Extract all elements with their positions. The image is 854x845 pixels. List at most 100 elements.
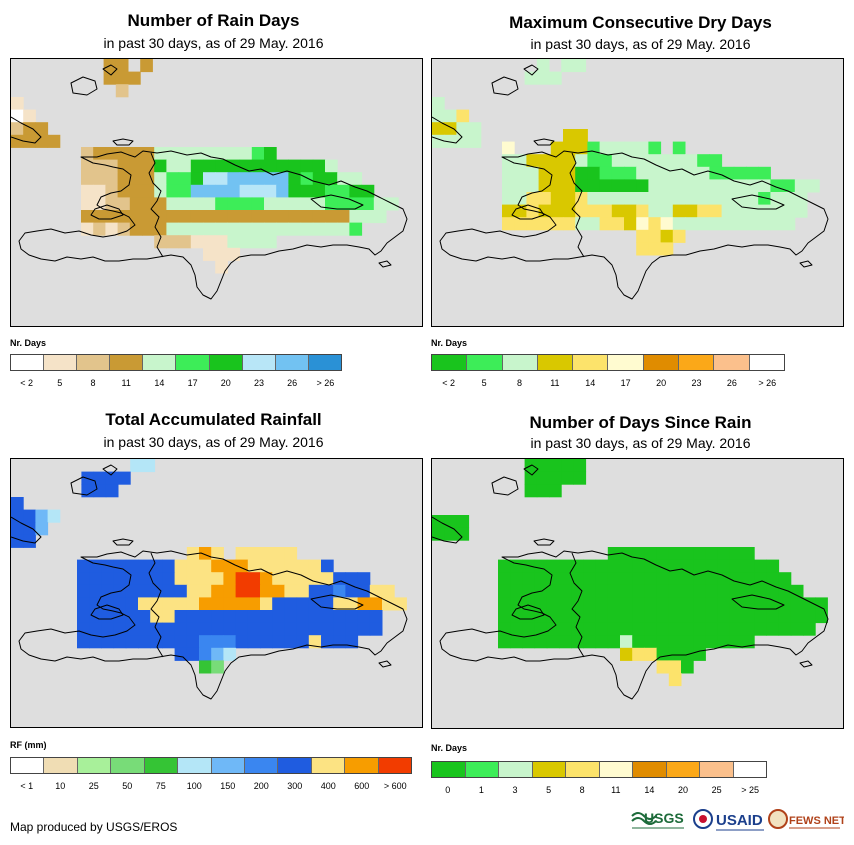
legend-swatch: [77, 758, 112, 773]
map-grid-cell: [624, 179, 637, 193]
legend-tick-label: 23: [691, 378, 702, 388]
map-grid-cell: [325, 210, 338, 224]
map-grid-cell: [770, 179, 784, 193]
map-grid-cell: [705, 597, 719, 611]
map-grid-cell: [215, 147, 228, 161]
map-grid-cell: [742, 610, 755, 624]
map-grid-cell: [166, 159, 180, 173]
map-grid-cell: [251, 159, 265, 173]
map-grid-cell: [166, 197, 180, 211]
map-grid-cell: [345, 622, 359, 636]
map-grid-cell: [636, 166, 649, 180]
map-rain-days: [10, 58, 423, 327]
map-grid-cell: [563, 129, 576, 143]
map-grid-cell: [705, 622, 719, 636]
map-grid-cell: [89, 572, 102, 586]
legend-color-bar: [10, 757, 412, 774]
legend-swatch: [345, 758, 379, 773]
map-grid-cell: [296, 622, 310, 636]
map-grid-cell: [23, 509, 36, 523]
map-grid-cell: [81, 184, 94, 198]
map-grid-cell: [215, 235, 228, 249]
map-grid-cell: [272, 622, 285, 636]
map-grid-cell: [733, 217, 747, 231]
map-grid-cell: [300, 222, 314, 236]
map-grid-cell: [644, 559, 658, 573]
legend-swatch: [679, 355, 715, 370]
map-grid-cell: [656, 610, 670, 624]
map-grid-cell: [199, 647, 212, 661]
legend-tick-label: 400: [320, 781, 336, 791]
map-grid-cell: [89, 610, 102, 624]
map-grid-cell: [312, 184, 326, 198]
map-grid-cell: [288, 210, 302, 224]
map-grid-cell: [632, 647, 645, 661]
map-grid-cell: [624, 192, 637, 206]
legend-tick-labels: < 2 5 8 11 14 17 20 23 26 > 26: [431, 378, 785, 390]
map-grid-cell: [536, 59, 550, 73]
map-grid-cell: [636, 217, 649, 231]
map-grid-cell: [235, 547, 249, 561]
map-grid-cell: [93, 172, 106, 186]
credit-text: Map produced by USGS/EROS: [10, 820, 178, 834]
map-grid-cell: [211, 584, 224, 598]
svg-text:FEWS NET: FEWS NET: [789, 815, 844, 827]
map-grid-cell: [697, 179, 710, 193]
legend-swatch: [633, 762, 667, 777]
map-grid-cell: [247, 610, 261, 624]
map-grid-cell: [444, 527, 457, 541]
map-grid-cell: [103, 71, 117, 85]
map-grid-cell: [550, 192, 564, 206]
map-grid-cell: [23, 134, 36, 148]
map-grid-cell: [215, 172, 228, 186]
legend-tick-label: 25: [711, 785, 722, 795]
map-accumulated-rainfall: [10, 458, 423, 728]
map-grid-cell: [333, 584, 346, 598]
legend-tick-label: > 600: [383, 781, 407, 791]
map-grid-cell: [101, 584, 115, 598]
legend-tick-label: > 26: [758, 378, 777, 388]
map-grid-cell: [632, 584, 645, 598]
map-grid-cell: [746, 179, 759, 193]
map-grid-cell: [502, 179, 515, 193]
map-grid-cell: [693, 559, 706, 573]
map-grid-cell: [522, 572, 536, 586]
map-grid-cell: [705, 547, 719, 561]
map-grid-cell: [693, 622, 706, 636]
map-grid-cell: [595, 572, 609, 586]
map-grid-cell: [345, 572, 359, 586]
map-grid-cell: [742, 559, 755, 573]
map-grid-cell: [563, 166, 576, 180]
map-grid-cell: [559, 610, 572, 624]
map-grid-cell: [575, 154, 588, 168]
map-grid-cell: [595, 559, 609, 573]
map-grid-cell: [644, 597, 658, 611]
map-grid-cell: [681, 610, 694, 624]
map-grid-cell: [288, 222, 302, 236]
map-grid-cell: [276, 222, 289, 236]
map-grid-cell: [369, 622, 383, 636]
map-grid-cell: [186, 547, 200, 561]
map-grid-cell: [587, 192, 601, 206]
panel-title: Maximum Consecutive Dry Days: [509, 13, 772, 32]
coastline-outline: [11, 464, 408, 700]
map-grid-cell: [178, 172, 192, 186]
map-grid-cell: [93, 197, 106, 211]
map-grid-cell: [599, 192, 613, 206]
map-grid-cell: [538, 192, 552, 206]
map-grid-cell: [575, 179, 588, 193]
map-grid-cell: [807, 179, 820, 193]
map-grid-cell: [660, 229, 674, 243]
map-grid-cell: [573, 59, 587, 73]
map-grid-cell: [345, 597, 359, 611]
map-grid-cell: [23, 534, 36, 548]
legend-swatch: [178, 758, 212, 773]
map-grid-cell: [656, 660, 670, 674]
map-grid-cell: [138, 572, 151, 586]
map-grid-cell: [754, 559, 767, 573]
map-grid-cell: [125, 559, 139, 573]
map-grid-cell: [721, 217, 735, 231]
map-grid-cell: [357, 572, 371, 586]
map-grid-cell: [498, 584, 511, 598]
map-grid-cell: [559, 622, 572, 636]
